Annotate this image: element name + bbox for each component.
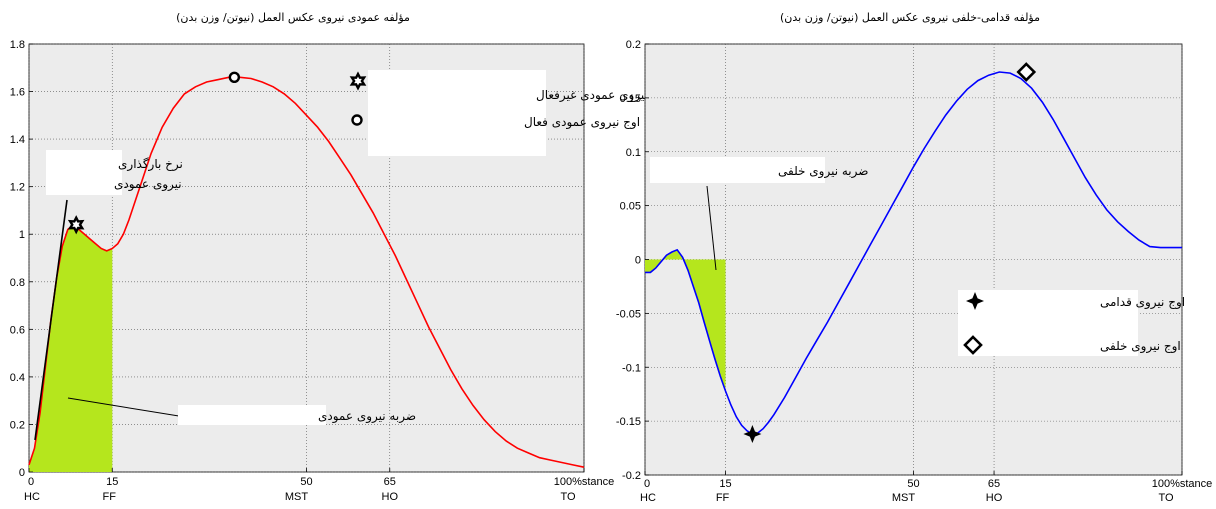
y-tick-label: 0.8	[10, 277, 25, 289]
y-tick-label: 0	[19, 467, 25, 479]
y-tick-label: 0.2	[10, 419, 25, 431]
legend-circle-icon	[351, 114, 363, 126]
x-tick-label: 0	[644, 478, 650, 490]
y-tick-label: 1.8	[10, 39, 25, 51]
y-tick-label: 0	[635, 255, 641, 267]
phase-label: TO	[560, 491, 576, 503]
legend-box	[368, 70, 546, 156]
x-tick-label: 50	[907, 478, 919, 490]
peak-marker-plus-star-icon	[743, 425, 762, 444]
phase-label: HC	[640, 492, 656, 504]
series-line	[28, 76, 585, 468]
peak-marker-circle-icon	[228, 71, 241, 83]
y-tick-label: 0.2	[626, 39, 641, 51]
x-tick-label: 15	[106, 476, 118, 488]
legend-box	[958, 290, 1138, 356]
y-tick-label: 1	[19, 229, 25, 241]
y-tick-label: -0.2	[622, 470, 641, 482]
x-tick-label: 15	[719, 478, 731, 490]
annotation-posterior-impulse: ضربه نیروی خلفی	[778, 164, 868, 179]
legend-label-anterior-peak: اوج نیروی قدامی	[1100, 295, 1185, 310]
annotation-loading-rate: نرخ بارگذاری	[118, 157, 183, 172]
series-line	[645, 71, 1182, 435]
legend-label-active-peak: اوج نیروی عمودی فعال	[524, 115, 640, 130]
legend-label-posterior-peak: اوج نیروی خلفی	[1100, 339, 1181, 354]
y-tick-label: 1.2	[10, 182, 25, 194]
vertical-grf-chart: 0 0.2 0.4 0.6 0.8 1 1.2 1.4 1.6 1.8 0 15 50 65 100%sta…	[10, 11, 669, 503]
annotation-vertical-force: نیروی عمودی	[114, 177, 182, 192]
x-tick-label: 50	[300, 476, 312, 488]
impulse-shaded-area	[645, 249, 726, 391]
phase-label: HO	[382, 491, 399, 503]
x-tick-label: 65	[384, 476, 396, 488]
x-tick-label: 0	[28, 476, 34, 488]
phase-label: FF	[103, 491, 117, 503]
y-tick-label: 0.4	[10, 372, 25, 384]
peak-marker-diamond-icon	[1016, 62, 1037, 82]
anterior-posterior-grf-chart: -0.2 -0.15 -0.1 -0.05 0 0.05 0.1 0.15 0.2 0 15 50 65…	[616, 11, 1212, 504]
peak-marker-star-icon	[67, 215, 85, 235]
legend-star-icon	[349, 71, 367, 91]
phase-label: MST	[892, 492, 916, 504]
impulse-shaded-area	[29, 224, 113, 472]
phase-label: HC	[24, 491, 40, 503]
loading-rate-line	[34, 199, 68, 441]
x-tick-label: 100%stance	[554, 476, 615, 488]
y-tick-label: -0.05	[616, 308, 641, 320]
legend-label-passive-peak: اوج نیروی عمودی غیرفعال	[536, 88, 669, 103]
impulse-pointer-line	[67, 397, 186, 418]
y-tick-label: -0.1	[622, 362, 641, 374]
legend-diamond-icon	[963, 335, 983, 355]
impulse-pointer-line	[706, 185, 717, 271]
annotation-box	[178, 405, 326, 425]
phase-label: TO	[1158, 492, 1174, 504]
annotation-box	[650, 157, 825, 183]
y-tick-label: 1.4	[10, 134, 25, 146]
y-tick-label: 1.6	[10, 87, 25, 99]
x-tick-label: 65	[988, 478, 1000, 490]
phase-label: HO	[986, 492, 1003, 504]
x-tick-label: 100%stance	[1152, 478, 1213, 490]
y-tick-label: 0.15	[620, 93, 641, 105]
y-tick-label: 0.05	[620, 201, 641, 213]
annotation-box	[46, 150, 122, 195]
y-tick-label: 0.6	[10, 324, 25, 336]
chart-title: مؤلفه قدامی-خلفی نیروی عکس العمل (نیوتن/…	[780, 11, 1040, 24]
phase-label: MST	[285, 491, 309, 503]
y-tick-label: -0.15	[616, 416, 641, 428]
phase-label: FF	[716, 492, 730, 504]
chart-title: مؤلفه عمودی نیروی عکس العمل (نیوتن/ وزن …	[176, 11, 410, 24]
y-tick-label: 0.1	[626, 147, 641, 159]
legend-plus-star-icon	[966, 292, 984, 310]
annotation-vertical-impulse: ضربه نیروی عمودی	[318, 409, 416, 424]
